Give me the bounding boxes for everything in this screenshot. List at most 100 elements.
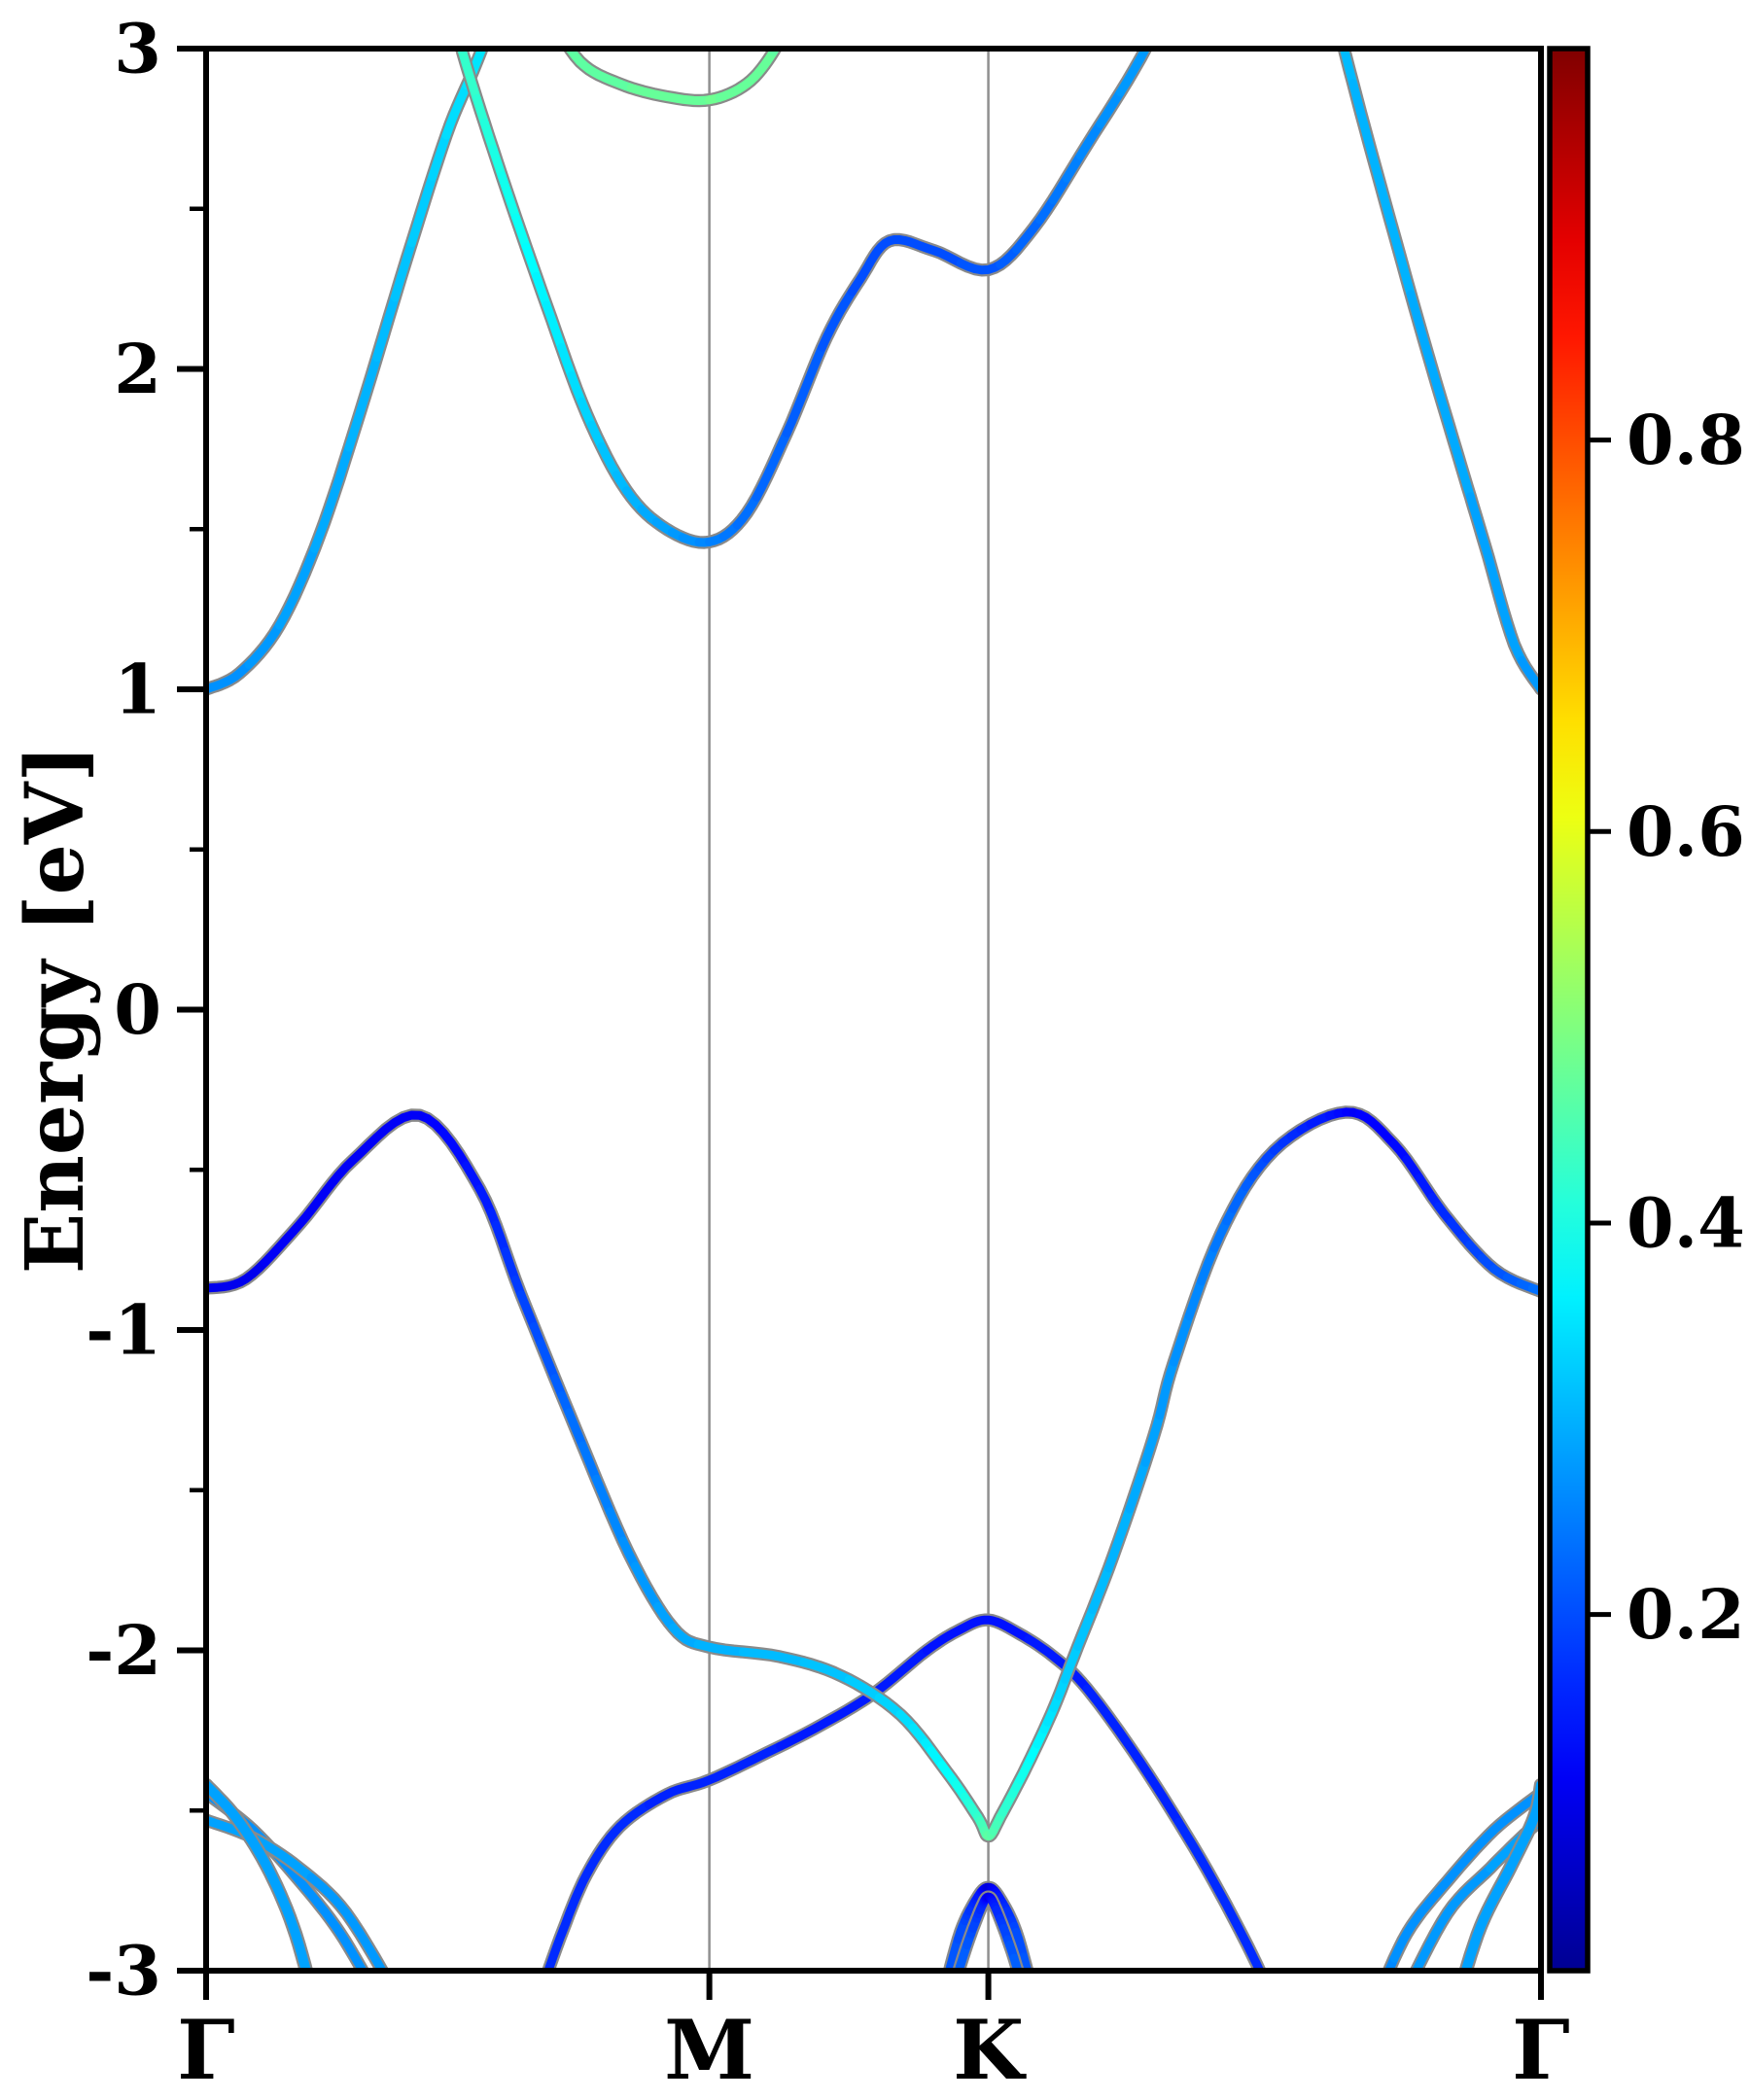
band-segment — [546, 11, 566, 43]
colorbar-tick-label: 0.2 — [1627, 1574, 1745, 1655]
axes-frame — [203, 46, 1544, 1974]
band-segment — [487, 11, 498, 37]
band-segment — [1012, 215, 1045, 254]
x-tick-label: K — [953, 2002, 1027, 2098]
band-segment — [462, 1161, 484, 1194]
band-segment — [1024, 1634, 1092, 1694]
band-segment — [1144, 49, 1151, 50]
y-axis: 3 2 1 0 -1 -2 -3 — [86, 9, 206, 2012]
band-segment — [497, 171, 521, 223]
band-segment — [472, 93, 489, 128]
band-outline — [541, 1613, 1268, 1971]
band-segment — [1096, 88, 1125, 128]
band-segment — [776, 1646, 931, 1751]
band-segment — [1021, 1980, 1026, 1996]
band-segment — [1019, 1952, 1032, 1971]
band-segment — [501, 1246, 520, 1284]
band-segment — [564, 1408, 587, 1451]
band-segment — [605, 1507, 628, 1546]
band-segment — [1404, 1980, 1412, 1996]
band-segment — [1116, 49, 1151, 97]
band-segment — [1465, 492, 1526, 665]
band-segment — [922, 1615, 1033, 1655]
band-segment — [1355, 1109, 1399, 1149]
colorbar-frame — [1547, 46, 1591, 1974]
band-segment — [848, 235, 965, 297]
y-tick-label: -3 — [86, 1931, 161, 2012]
band-segment — [630, 1561, 663, 1611]
colorbar-tick-label: 0.8 — [1627, 400, 1745, 480]
band-segment — [557, 343, 577, 380]
band-segment — [511, 213, 531, 252]
band-segment — [543, 1800, 653, 1971]
band-conduction-main-M-valley-K-dip — [454, 49, 1154, 549]
band-segment — [732, 492, 761, 530]
band-segment — [244, 620, 284, 669]
band-segment — [1088, 1563, 1113, 1615]
band-segment — [644, 1741, 786, 1809]
y-tick-label: -2 — [86, 1610, 161, 1691]
band-valence-lambda-K-outer — [942, 1880, 1034, 1997]
band-segment — [1075, 119, 1105, 160]
band-segment — [206, 1257, 270, 1293]
band-segment — [1103, 1504, 1135, 1573]
band-outline — [206, 1105, 1541, 1843]
band-segment — [475, 1184, 496, 1217]
y-tick-label: 0 — [114, 969, 161, 1050]
band-segment — [206, 660, 254, 694]
band-segment — [1082, 1684, 1183, 1827]
band-segment — [591, 1474, 614, 1517]
band-segment — [491, 1220, 510, 1256]
band-conduction-green-dip-at-M — [546, 11, 784, 108]
band-segment — [578, 1441, 601, 1484]
band-segment — [752, 428, 791, 502]
band-segment — [782, 342, 827, 438]
band-segment — [1173, 1817, 1265, 1971]
band-segment — [1209, 1216, 1232, 1253]
band-outline — [1337, 49, 1541, 696]
band-segment — [844, 1675, 884, 1702]
band-segment — [1411, 1864, 1495, 1971]
band-segment — [1383, 1953, 1399, 1971]
band-outline — [562, 49, 784, 108]
band-valence-bundle-right-steep — [1458, 1777, 1541, 1971]
band-segment — [1061, 1642, 1083, 1684]
band-segment — [738, 1647, 809, 1667]
band-segment — [564, 49, 636, 92]
band-segment — [818, 287, 858, 352]
band-segment — [479, 119, 498, 154]
band-segment — [1073, 1605, 1098, 1651]
band-segment — [1460, 1779, 1541, 1971]
band-segment — [532, 271, 551, 310]
x-tick-label: Γ — [177, 2002, 235, 2098]
band-segment — [799, 1658, 854, 1685]
band-segment — [428, 130, 451, 181]
band-segment — [441, 81, 472, 140]
colorbar-tick-label: 0.4 — [1627, 1182, 1745, 1263]
band-segment — [1031, 1984, 1033, 1997]
band-segment — [407, 171, 438, 248]
band-segment — [366, 1977, 376, 1996]
band-segment — [1011, 1928, 1029, 1962]
y-tick-label: 3 — [114, 9, 161, 89]
band-valence-dark-blue-band — [541, 1613, 1268, 1971]
band-segment — [261, 1110, 433, 1267]
band-segment — [597, 441, 621, 479]
band-valence-bundle-right-moderate — [1382, 1786, 1541, 1971]
colorbar: 0.2 0.4 0.6 0.8 — [1547, 46, 1745, 1974]
band-segment — [1169, 1312, 1194, 1367]
y-tick-label: 1 — [114, 649, 161, 730]
band-segment — [536, 1339, 560, 1383]
bands — [206, 11, 1541, 1997]
y-tick-label: -1 — [86, 1290, 161, 1371]
band-segment — [542, 300, 567, 352]
band-segment — [1140, 1411, 1165, 1467]
band-segment — [693, 1639, 748, 1657]
band-segment — [306, 1872, 388, 1971]
x-tick-label: M — [664, 2002, 754, 2098]
band-segment — [1339, 49, 1358, 88]
band-segment — [715, 49, 778, 102]
band-segment — [1348, 79, 1416, 299]
colorbar-gradient — [1550, 49, 1588, 1971]
band-conduction-gamma-right-descent — [1337, 49, 1541, 696]
